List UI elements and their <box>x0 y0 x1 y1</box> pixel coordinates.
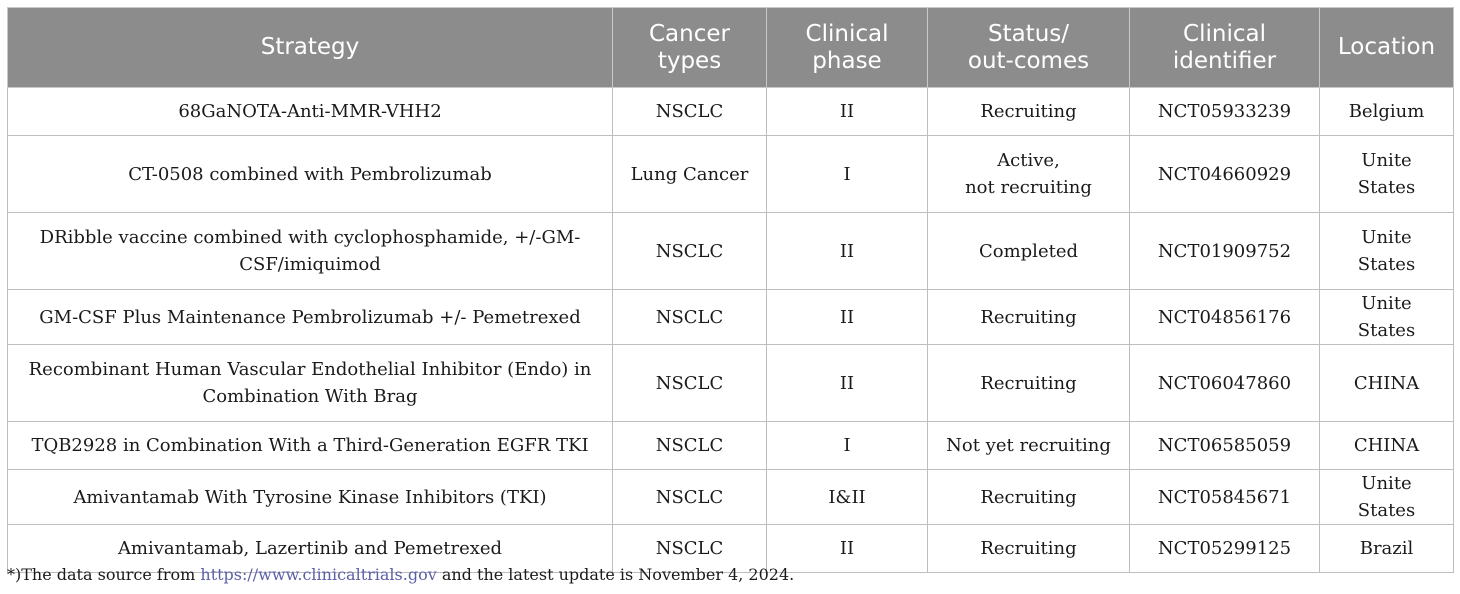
status-cell: Active, not recruiting <box>927 135 1130 213</box>
location-cell: CHINA <box>1319 344 1454 422</box>
footnote-suffix: and the latest update is November 4, 202… <box>436 565 795 584</box>
identifier-cell: NCT06047860 <box>1129 344 1320 422</box>
strategy-cell: DRibble vaccine combined with cyclophosp… <box>7 212 613 290</box>
phase-cell: II <box>766 212 928 290</box>
status-cell: Not yet recruiting <box>927 421 1130 470</box>
table-footnote: *)The data source from https://www.clini… <box>7 565 794 584</box>
location-cell: Brazil <box>1319 524 1454 573</box>
header-row: Strategy Cancer types Clinical phase Sta… <box>7 7 1454 88</box>
cancer-type-cell: NSCLC <box>612 421 767 470</box>
header-cancer-types: Cancer types <box>612 7 767 88</box>
location-cell: Unite States <box>1319 469 1454 525</box>
identifier-cell: NCT05933239 <box>1129 87 1320 136</box>
cancer-type-cell: NSCLC <box>612 469 767 525</box>
cancer-type-cell: NSCLC <box>612 212 767 290</box>
location-cell: CHINA <box>1319 421 1454 470</box>
table-container: Strategy Cancer types Clinical phase Sta… <box>7 7 1454 573</box>
clinical-trials-table: Strategy Cancer types Clinical phase Sta… <box>7 7 1454 573</box>
phase-cell: I <box>766 135 928 213</box>
status-cell: Recruiting <box>927 87 1130 136</box>
table-row: Amivantamab With Tyrosine Kinase Inhibit… <box>7 469 1454 525</box>
source-link[interactable]: https://www.clinicaltrials.gov <box>200 565 437 584</box>
identifier-cell: NCT01909752 <box>1129 212 1320 290</box>
strategy-cell: GM-CSF Plus Maintenance Pembrolizumab +/… <box>7 289 613 345</box>
status-cell: Recruiting <box>927 289 1130 345</box>
phase-cell: II <box>766 344 928 422</box>
table-row: GM-CSF Plus Maintenance Pembrolizumab +/… <box>7 289 1454 345</box>
location-cell: Unite States <box>1319 212 1454 290</box>
status-cell: Recruiting <box>927 524 1130 573</box>
location-cell: Belgium <box>1319 87 1454 136</box>
identifier-cell: NCT04856176 <box>1129 289 1320 345</box>
header-strategy: Strategy <box>7 7 613 88</box>
identifier-cell: NCT06585059 <box>1129 421 1320 470</box>
strategy-cell: Recombinant Human Vascular Endothelial I… <box>7 344 613 422</box>
identifier-cell: NCT05299125 <box>1129 524 1320 573</box>
table-row: DRibble vaccine combined with cyclophosp… <box>7 212 1454 290</box>
table-row: 68GaNOTA-Anti-MMR-VHH2 NSCLC II Recruiti… <box>7 87 1454 136</box>
header-location: Location <box>1319 7 1454 88</box>
cancer-type-cell: Lung Cancer <box>612 135 767 213</box>
cancer-type-cell: NSCLC <box>612 524 767 573</box>
phase-cell: II <box>766 289 928 345</box>
location-cell: Unite States <box>1319 135 1454 213</box>
header-clinical-phase: Clinical phase <box>766 7 928 88</box>
footnote-prefix: *)The data source from <box>7 565 201 584</box>
strategy-cell: Amivantamab, Lazertinib and Pemetrexed <box>7 524 613 573</box>
status-cell: Recruiting <box>927 344 1130 422</box>
strategy-cell: CT-0508 combined with Pembrolizumab <box>7 135 613 213</box>
strategy-cell: TQB2928 in Combination With a Third-Gene… <box>7 421 613 470</box>
table-row: Amivantamab, Lazertinib and Pemetrexed N… <box>7 524 1454 573</box>
header-clinical-identifier: Clinical identifier <box>1129 7 1320 88</box>
identifier-cell: NCT04660929 <box>1129 135 1320 213</box>
phase-cell: II <box>766 87 928 136</box>
status-cell: Completed <box>927 212 1130 290</box>
strategy-cell: 68GaNOTA-Anti-MMR-VHH2 <box>7 87 613 136</box>
strategy-cell: Amivantamab With Tyrosine Kinase Inhibit… <box>7 469 613 525</box>
cancer-type-cell: NSCLC <box>612 289 767 345</box>
status-cell: Recruiting <box>927 469 1130 525</box>
cancer-type-cell: NSCLC <box>612 87 767 136</box>
table-row: Recombinant Human Vascular Endothelial I… <box>7 344 1454 422</box>
table-row: TQB2928 in Combination With a Third-Gene… <box>7 421 1454 470</box>
phase-cell: I <box>766 421 928 470</box>
header-status: Status/ out-comes <box>927 7 1130 88</box>
phase-cell: I&II <box>766 469 928 525</box>
identifier-cell: NCT05845671 <box>1129 469 1320 525</box>
cancer-type-cell: NSCLC <box>612 344 767 422</box>
location-cell: Unite States <box>1319 289 1454 345</box>
table-row: CT-0508 combined with Pembrolizumab Lung… <box>7 135 1454 213</box>
